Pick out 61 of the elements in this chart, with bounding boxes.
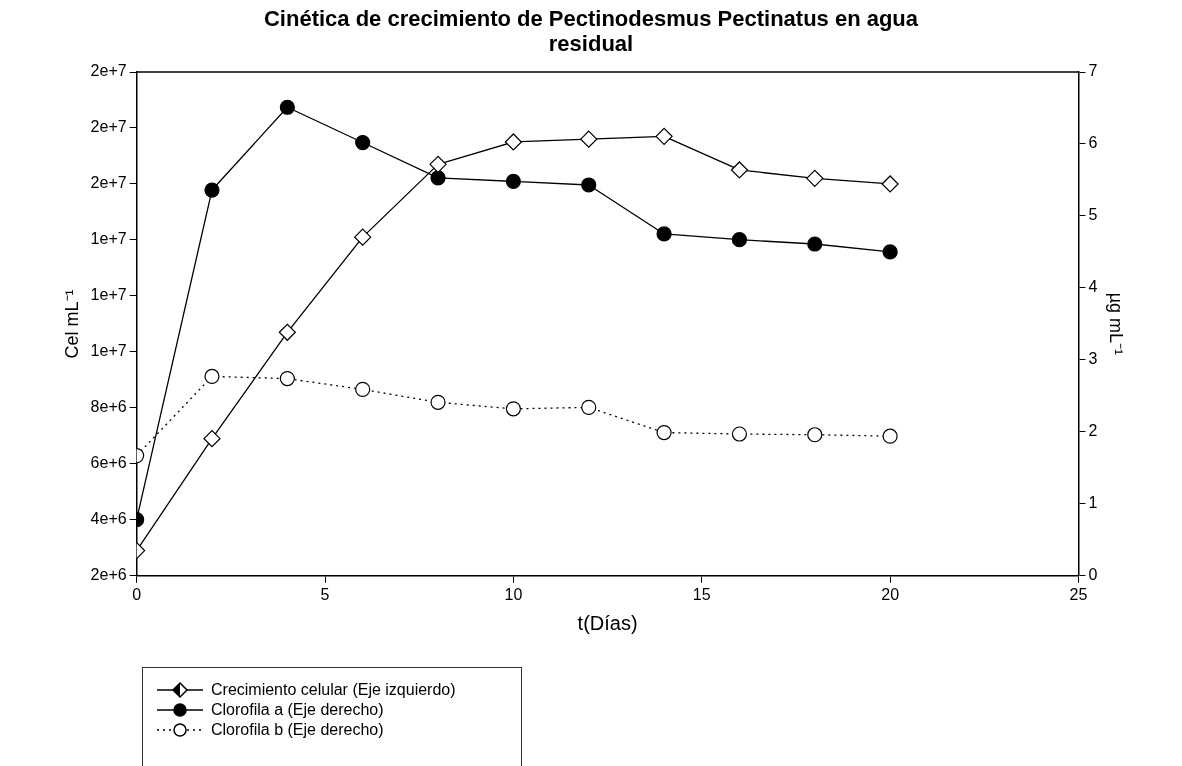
point: [656, 424, 672, 441]
point: [581, 399, 597, 415]
y2-tick-label: 3: [1088, 350, 1098, 368]
point: [505, 401, 521, 417]
legend-label: Clorofila a (Eje derecho): [211, 701, 384, 719]
point: [279, 99, 295, 115]
y-tick-label: 1e+7: [90, 286, 127, 304]
y-tick-label: 2e+7: [90, 118, 127, 136]
point: [882, 244, 898, 260]
y-tick-label: 1e+7: [90, 230, 127, 248]
x-tick-label: 5: [320, 585, 330, 603]
y2-tick-label: 0: [1088, 566, 1098, 584]
point: [429, 155, 447, 173]
point: [731, 426, 748, 442]
point: [355, 134, 371, 151]
y-axis-title: Cel mL⁻¹: [61, 289, 82, 359]
x-tick-label: 20: [881, 585, 900, 603]
point: [730, 161, 749, 179]
y-tick-label: 2e+6: [90, 566, 127, 584]
y2-tick-label: 2: [1088, 422, 1098, 440]
x-axis-title: t(Días): [577, 611, 638, 634]
y2-axis-title: µg mL⁻¹: [1106, 292, 1127, 356]
point: [204, 182, 220, 198]
point: [806, 169, 824, 187]
y2-tick-label: 7: [1088, 62, 1098, 80]
point: [581, 177, 597, 193]
point: [278, 323, 296, 341]
point: [354, 228, 372, 246]
point: [656, 226, 672, 242]
point: [807, 236, 823, 252]
point: [504, 133, 522, 151]
y-tick-label: 2e+7: [90, 174, 127, 192]
y2-tick-label: 6: [1088, 134, 1098, 152]
point: [355, 381, 371, 397]
legend-label: Crecimiento celular (Eje izquierdo): [211, 681, 456, 699]
x-tick-label: 25: [1069, 585, 1088, 603]
y2-tick-label: 1: [1088, 494, 1098, 512]
point: [580, 130, 598, 148]
chart-title: Cinética de crecimiento de Pectinodesmus Pectinatus en agua residual: [262, 6, 920, 56]
point: [731, 232, 748, 248]
point: [881, 175, 899, 193]
y-tick-label: 8e+6: [90, 398, 127, 416]
point: [204, 368, 220, 385]
y-tick-label: 1e+7: [90, 342, 127, 360]
y-tick-label: 4e+6: [90, 510, 127, 528]
x-tick-label: 0: [132, 585, 142, 603]
point: [882, 428, 898, 444]
y-tick-label: 6e+6: [90, 454, 127, 472]
x-tick-label: 15: [692, 585, 711, 603]
point: [430, 394, 446, 410]
legend-label: Clorofila b (Eje derecho): [211, 721, 384, 739]
point: [279, 371, 295, 387]
y2-tick-label: 4: [1088, 278, 1098, 296]
point: [430, 170, 446, 186]
point: [807, 427, 823, 443]
point: [203, 430, 221, 448]
point: [505, 173, 521, 189]
point: [655, 127, 673, 145]
y2-tick-label: 5: [1088, 206, 1098, 224]
x-tick-label: 10: [504, 585, 523, 603]
y-tick-label: 2e+7: [90, 62, 127, 80]
